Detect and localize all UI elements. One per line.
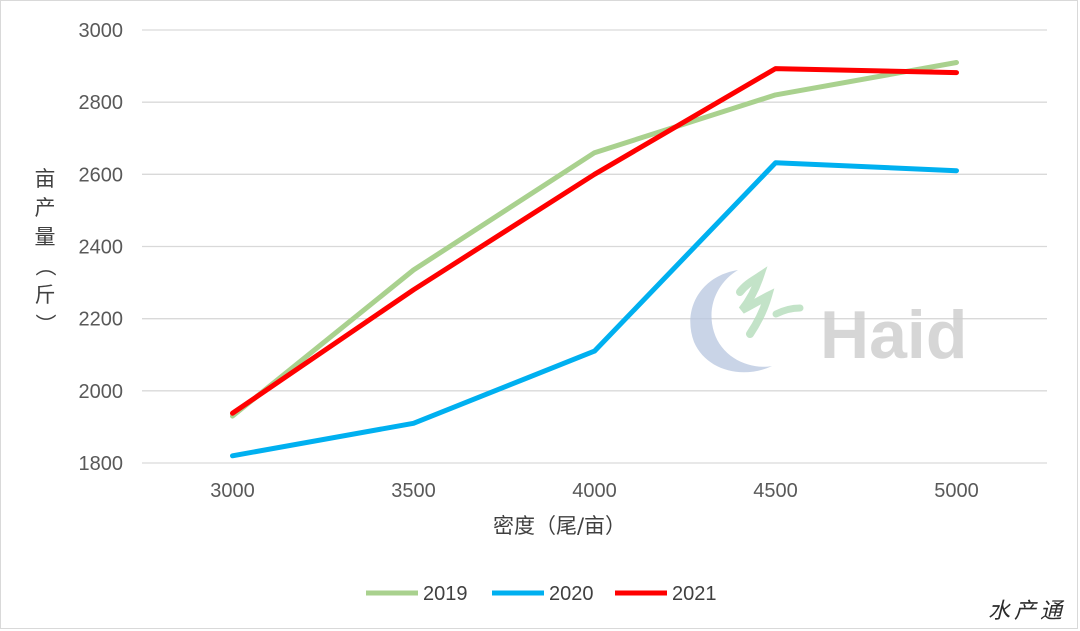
y-tick-label: 2200	[79, 309, 124, 331]
y-tick-label: 2600	[79, 164, 124, 186]
x-tick-label: 4500	[753, 480, 798, 502]
y-tick-label: 2800	[79, 92, 124, 114]
y-axis-title-char: 亩	[35, 167, 56, 191]
y-axis-title-char: 量	[35, 225, 56, 249]
legend: 2019 2020 2021	[366, 583, 717, 605]
gridlines	[142, 29, 1047, 464]
y-axis-title: 亩产量 （ 斤 ）	[33, 167, 57, 335]
y-tick-label: 2400	[79, 237, 124, 259]
y-axis-title-char: 斤	[35, 283, 56, 307]
x-axis-tick-labels: 3000 3500 4000 4500 5000	[210, 480, 979, 502]
legend-label-2020: 2020	[549, 583, 594, 605]
series-line-2020	[230, 160, 959, 459]
x-tick-label: 4000	[572, 480, 617, 502]
x-tick-label: 3500	[391, 480, 436, 502]
series-lines	[230, 60, 959, 459]
x-axis-title: 密度（尾/亩）	[493, 514, 626, 538]
corner-logo: 水产通	[987, 599, 1066, 624]
x-tick-label: 3000	[210, 480, 255, 502]
y-axis-tick-labels: 1800 2000 2200 2400 2600 2800 3000	[79, 20, 124, 475]
legend-label-2019: 2019	[423, 583, 468, 605]
x-tick-label: 5000	[934, 480, 979, 502]
haid-watermark: Haid	[690, 266, 967, 373]
y-tick-label: 1800	[79, 453, 124, 475]
haid-logo-icon	[690, 266, 804, 373]
y-tick-label: 3000	[79, 20, 124, 42]
watermark-text: Haid	[820, 297, 967, 373]
y-axis-title-char: （	[33, 256, 57, 277]
y-axis-title-char: 产	[35, 196, 56, 220]
legend-label-2021: 2021	[672, 583, 717, 605]
y-tick-label: 2000	[79, 381, 124, 403]
series-line-2019	[230, 60, 959, 419]
series-line-2021	[230, 66, 959, 416]
y-axis-title-char: ）	[33, 314, 57, 335]
